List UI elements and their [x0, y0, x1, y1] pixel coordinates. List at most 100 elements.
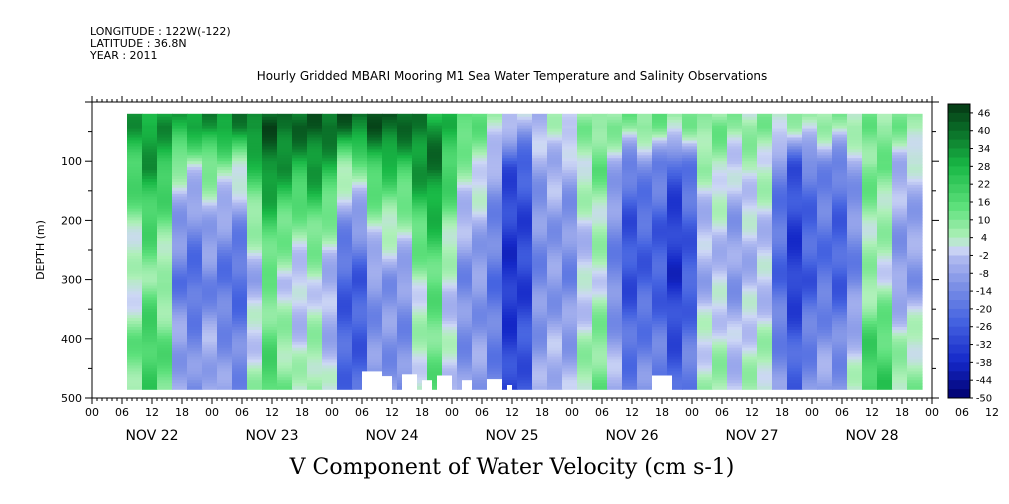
heat-cell — [577, 205, 593, 210]
heat-cell — [307, 374, 323, 378]
heat-cell — [187, 324, 203, 328]
data-gap — [437, 375, 452, 391]
heat-cell — [337, 113, 353, 118]
heat-cell — [637, 226, 653, 230]
heat-cell — [262, 306, 278, 310]
heat-cell — [862, 247, 878, 251]
heat-cell — [247, 131, 263, 136]
heat-cell — [307, 164, 323, 168]
heat-cell — [307, 356, 323, 361]
heat-cell — [622, 365, 638, 369]
heat-cell — [187, 116, 203, 121]
heat-cell — [667, 179, 683, 183]
heat-cell — [712, 232, 728, 236]
heat-cell — [592, 276, 608, 281]
heat-cell — [172, 324, 188, 328]
heat-cell — [712, 270, 728, 275]
heat-cell — [862, 238, 878, 242]
heat-cell — [832, 238, 848, 242]
heat-cell — [427, 306, 443, 310]
heat-cell — [337, 155, 353, 159]
heat-cell — [127, 365, 143, 369]
heat-cell — [772, 196, 788, 201]
heat-cell — [247, 321, 263, 325]
heat-cell — [322, 190, 338, 195]
heat-cell — [142, 143, 158, 147]
heat-cell — [757, 193, 773, 198]
heat-cell — [517, 214, 533, 219]
heat-cell — [907, 344, 923, 349]
heat-cell — [397, 338, 413, 343]
heat-cell — [787, 247, 803, 251]
heat-cell — [457, 273, 473, 278]
heat-cell — [292, 211, 308, 216]
heat-cell — [532, 327, 548, 331]
heat-cell — [787, 285, 803, 290]
heat-cell — [382, 321, 398, 325]
heat-cell — [772, 119, 788, 124]
heat-cell — [757, 173, 773, 177]
heat-cell — [892, 306, 908, 310]
heat-cell — [127, 229, 143, 233]
heat-cell — [202, 383, 218, 387]
heat-cell — [277, 291, 293, 295]
heat-cell — [367, 359, 383, 364]
heat-cell — [787, 267, 803, 272]
heat-cell — [697, 205, 713, 210]
heat-cell — [502, 344, 518, 349]
heat-cell — [562, 386, 578, 390]
heat-cell — [697, 341, 713, 346]
heat-cell — [712, 279, 728, 284]
heat-cell — [532, 377, 548, 381]
heat-cell — [712, 181, 728, 186]
heat-cell — [592, 297, 608, 301]
heat-cell — [142, 223, 158, 227]
heat-cell — [532, 261, 548, 266]
heat-cell — [532, 362, 548, 367]
heat-cell — [772, 353, 788, 358]
heat-cell — [802, 235, 818, 239]
heat-cell — [562, 190, 578, 195]
heat-cell — [622, 226, 638, 230]
heat-cell — [727, 232, 743, 236]
heat-cell — [832, 113, 848, 118]
heat-cell — [832, 152, 848, 156]
heat-cell — [757, 294, 773, 298]
heat-cell — [427, 329, 443, 334]
heat-cell — [187, 344, 203, 349]
heat-cell — [517, 158, 533, 162]
heat-cell — [757, 315, 773, 319]
heat-cell — [337, 321, 353, 325]
heat-cell — [187, 341, 203, 346]
heat-cell — [787, 383, 803, 387]
heat-cell — [757, 211, 773, 216]
heat-cell — [562, 214, 578, 219]
heat-cell — [187, 297, 203, 301]
heat-cell — [352, 223, 368, 227]
heat-cell — [442, 365, 458, 369]
heat-cell — [322, 187, 338, 192]
heat-cell — [802, 300, 818, 304]
heat-cell — [727, 362, 743, 367]
heat-cell — [487, 368, 503, 372]
heat-cell — [382, 161, 398, 165]
heat-cell — [877, 386, 893, 390]
heat-cell — [727, 300, 743, 304]
heat-cell — [712, 350, 728, 355]
heat-cell — [877, 176, 893, 180]
heat-cell — [907, 220, 923, 224]
heat-cell — [517, 386, 533, 390]
heat-cell — [877, 202, 893, 207]
heat-cell — [727, 338, 743, 343]
heat-cell — [202, 253, 218, 257]
heat-cell — [382, 125, 398, 130]
heat-cell — [562, 146, 578, 150]
heat-cell — [487, 217, 503, 221]
heat-cell — [472, 241, 488, 245]
heat-cell — [817, 380, 833, 384]
heat-cell — [727, 155, 743, 159]
heat-cell — [547, 173, 563, 177]
heat-cell — [397, 122, 413, 127]
heat-cell — [622, 247, 638, 251]
heat-cell — [442, 335, 458, 340]
